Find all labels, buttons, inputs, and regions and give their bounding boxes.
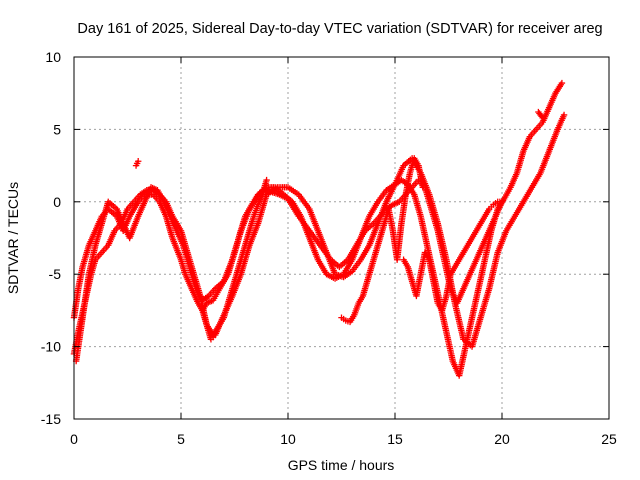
y-tick-label: 10 xyxy=(45,49,61,65)
y-tick-labels: -15 -10 -5 0 5 10 xyxy=(41,49,61,427)
series-sat-d xyxy=(199,176,270,343)
series-sat-f xyxy=(400,198,506,314)
series-sat-h xyxy=(535,108,546,122)
y-tick-label: 0 xyxy=(53,194,61,210)
y-axis-label: SDTVAR / TECUs xyxy=(5,182,21,294)
series-sat-e xyxy=(338,155,427,326)
y-tick-label: -5 xyxy=(49,266,62,282)
data-point xyxy=(498,198,506,205)
series-sat-g xyxy=(132,158,142,169)
data-point xyxy=(560,111,568,119)
data-points xyxy=(70,79,568,379)
data-point xyxy=(558,79,566,87)
x-tick-label: 25 xyxy=(601,431,617,447)
x-tick-label: 15 xyxy=(387,431,403,447)
x-tick-label: 20 xyxy=(494,431,510,447)
x-tick-label: 5 xyxy=(177,431,185,447)
ticks xyxy=(73,56,610,420)
x-tick-label: 10 xyxy=(280,431,296,447)
y-tick-label: -15 xyxy=(41,411,61,427)
plot-frame xyxy=(73,56,610,420)
x-axis-label: GPS time / hours xyxy=(288,457,395,473)
y-tick-label: 5 xyxy=(53,121,61,137)
data-point xyxy=(539,114,546,122)
chart-title: Day 161 of 2025, Sidereal Day-to-day VTE… xyxy=(77,21,602,37)
x-tick-labels: 0 5 10 15 20 25 xyxy=(70,431,617,447)
data-point xyxy=(538,113,545,120)
y-tick-label: -10 xyxy=(41,339,61,355)
data-point xyxy=(419,184,427,191)
grid xyxy=(74,57,609,419)
data-point xyxy=(263,176,270,184)
x-tick-label: 0 xyxy=(70,431,78,447)
data-point xyxy=(135,158,142,165)
